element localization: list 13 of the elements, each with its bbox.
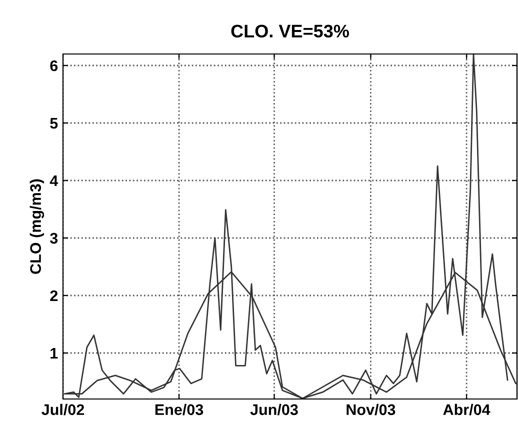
- y-tick-label: 2: [50, 290, 58, 302]
- chart-title: CLO. VE=53%: [231, 24, 349, 38]
- x-tick-label: Abr/04: [443, 404, 490, 416]
- x-tick-label: Jun/03: [250, 404, 298, 416]
- x-tick-label: Nov/03: [346, 404, 396, 416]
- y-tick-label: 5: [50, 118, 58, 129]
- y-tick-label: 6: [50, 60, 58, 72]
- y-tick-label: 3: [50, 232, 58, 244]
- y-tick-label: 4: [50, 176, 58, 186]
- x-tick-label: Ene/03: [155, 404, 204, 416]
- y-axis-title: CLO (mg/m3): [30, 179, 44, 274]
- y-tick-label: 1: [50, 348, 58, 359]
- x-tick-label: Jul/02: [42, 404, 84, 416]
